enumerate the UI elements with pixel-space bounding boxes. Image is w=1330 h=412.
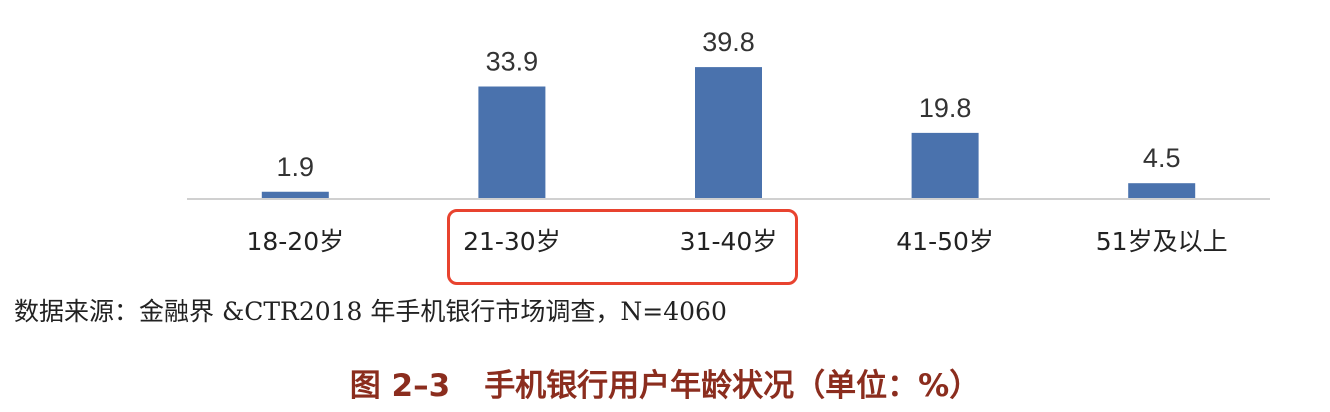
bar-1 — [261, 191, 329, 198]
bar-chart: 1.9 33.9 39.8 19.8 4.5 18-20岁 21-30岁 31-40岁 41-… — [187, 27, 1270, 256]
bar-2 — [478, 86, 546, 198]
value-label-2: 33.9 — [486, 47, 539, 77]
value-label-5: 4.5 — [1143, 143, 1181, 173]
bars-group — [261, 67, 1196, 198]
bar-4 — [911, 132, 979, 198]
bar-3 — [695, 67, 762, 198]
category-label-5: 51岁及以上 — [1096, 227, 1228, 256]
category-label-4: 41-50岁 — [896, 227, 994, 256]
source-note: 数据来源：金融界 &CTR2018 年手机银行市场调查，N=4060 — [14, 297, 727, 326]
value-labels-group: 1.9 33.9 39.8 19.8 4.5 — [277, 27, 1181, 182]
figure-number: 图 2–3 — [349, 368, 451, 404]
value-label-4: 19.8 — [919, 93, 972, 123]
category-label-3: 31-40岁 — [680, 227, 778, 256]
category-label-2: 21-30岁 — [463, 227, 561, 256]
figure-caption: 图 2–3 手机银行用户年龄状况（单位：%） — [0, 360, 1330, 405]
value-label-1: 1.9 — [277, 152, 315, 182]
highlight-box — [447, 209, 798, 285]
tick-labels-group: 18-20岁 21-30岁 31-40岁 41-50岁 51岁及以上 — [246, 227, 1227, 256]
value-label-3: 39.8 — [702, 27, 755, 57]
bar-5 — [1128, 183, 1196, 198]
figure-title: 手机银行用户年龄状况（单位：%） — [484, 368, 981, 404]
category-label-1: 18-20岁 — [246, 227, 344, 256]
